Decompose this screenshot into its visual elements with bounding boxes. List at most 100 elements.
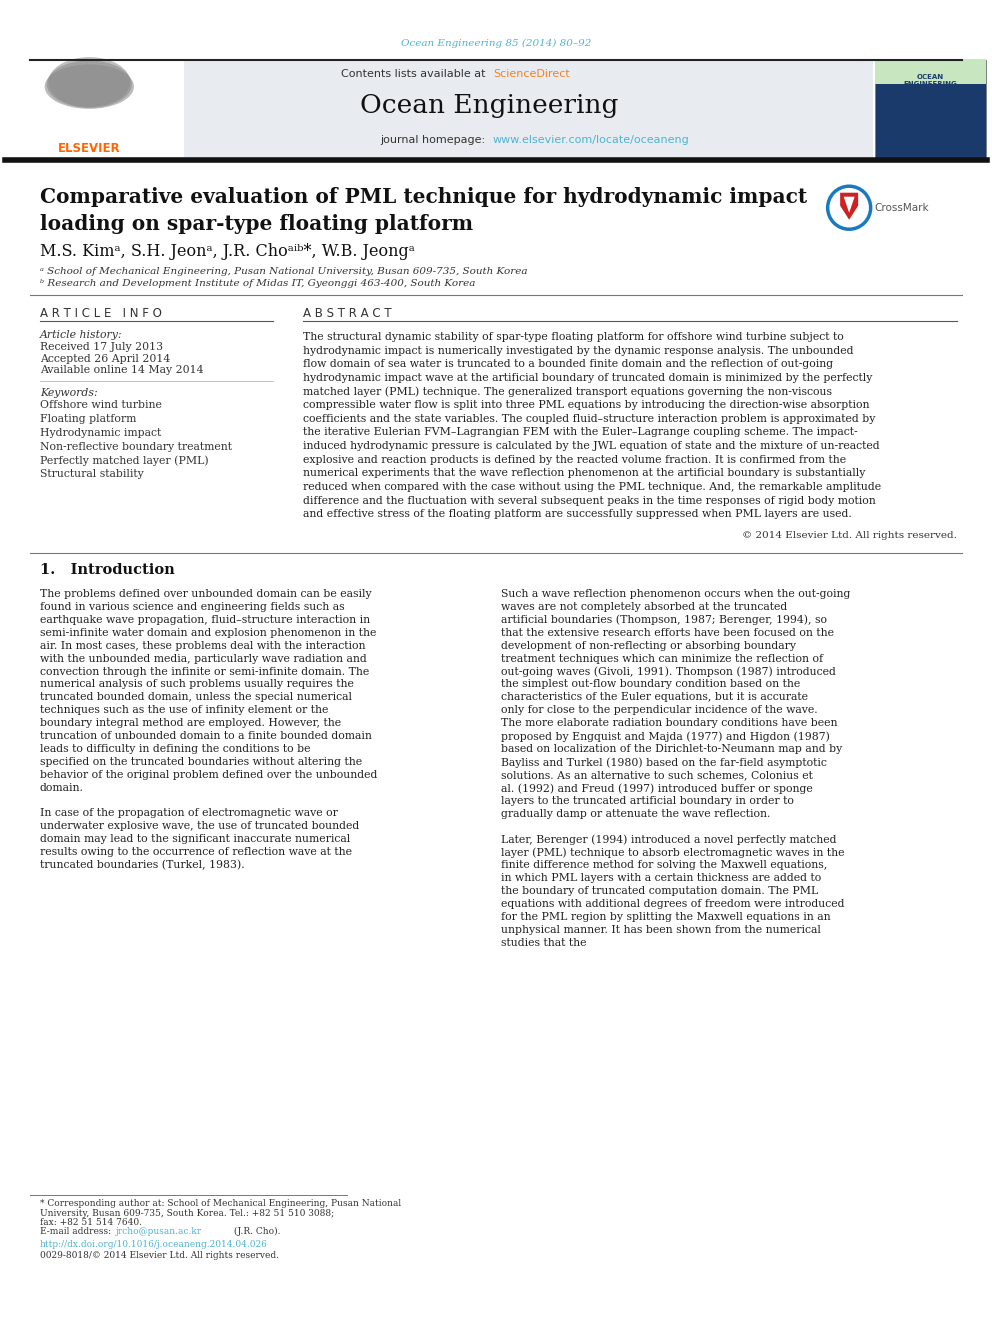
Text: treatment techniques which can minimize the reflection of: treatment techniques which can minimize … (501, 654, 823, 664)
Text: compressible water flow is split into three PML equations by introducing the dir: compressible water flow is split into th… (303, 400, 869, 410)
Text: Received 17 July 2013: Received 17 July 2013 (40, 341, 163, 352)
Text: leads to difficulty in defining the conditions to be: leads to difficulty in defining the cond… (40, 745, 310, 754)
Text: Ocean Engineering: Ocean Engineering (360, 94, 618, 118)
Text: www.elsevier.com/locate/oceaneng: www.elsevier.com/locate/oceaneng (493, 135, 689, 146)
Text: earthquake wave propagation, fluid–structure interaction in: earthquake wave propagation, fluid–struc… (40, 615, 370, 624)
Text: CrossMark: CrossMark (875, 202, 930, 213)
Text: Offshore wind turbine: Offshore wind turbine (40, 400, 162, 410)
Text: only for close to the perpendicular incidence of the wave.: only for close to the perpendicular inci… (501, 705, 817, 716)
Text: * Corresponding author at: School of Mechanical Engineering, Pusan National: * Corresponding author at: School of Mec… (40, 1200, 401, 1208)
Text: characteristics of the Euler equations, but it is accurate: characteristics of the Euler equations, … (501, 692, 807, 703)
Ellipse shape (49, 57, 130, 107)
Text: Available online 14 May 2014: Available online 14 May 2014 (40, 365, 203, 376)
Text: artificial boundaries (Thompson, 1987; Berenger, 1994), so: artificial boundaries (Thompson, 1987; B… (501, 615, 827, 626)
Text: behavior of the original problem defined over the unbounded: behavior of the original problem defined… (40, 770, 377, 781)
Polygon shape (840, 193, 858, 220)
Text: Keywords:: Keywords: (40, 388, 97, 398)
Text: layers to the truncated artificial boundary in order to: layers to the truncated artificial bound… (501, 796, 794, 806)
Text: specified on the truncated boundaries without altering the: specified on the truncated boundaries wi… (40, 757, 362, 767)
Text: results owing to the occurrence of reflection wave at the: results owing to the occurrence of refle… (40, 847, 352, 857)
Ellipse shape (47, 61, 132, 108)
Text: underwater explosive wave, the use of truncated bounded: underwater explosive wave, the use of tr… (40, 822, 359, 831)
Text: ᵃ School of Mechanical Engineering, Pusan National University, Busan 609-735, So: ᵃ School of Mechanical Engineering, Pusa… (40, 267, 527, 275)
Text: The structural dynamic stability of spar-type floating platform for offshore win: The structural dynamic stability of spar… (303, 332, 843, 343)
Text: Floating platform: Floating platform (40, 414, 136, 423)
Text: out-going waves (Givoli, 1991). Thompson (1987) introduced: out-going waves (Givoli, 1991). Thompson… (501, 667, 836, 677)
Text: in which PML layers with a certain thickness are added to: in which PML layers with a certain thick… (501, 873, 821, 882)
Text: boundary integral method are employed. However, the: boundary integral method are employed. H… (40, 718, 341, 729)
Text: semi-infinite water domain and explosion phenomenon in the: semi-infinite water domain and explosion… (40, 627, 376, 638)
Text: 0029-8018/© 2014 Elsevier Ltd. All rights reserved.: 0029-8018/© 2014 Elsevier Ltd. All right… (40, 1252, 279, 1259)
Text: A R T I C L E   I N F O: A R T I C L E I N F O (40, 307, 162, 320)
Text: the iterative Eulerian FVM–Lagrangian FEM with the Euler–Lagrange coupling schem: the iterative Eulerian FVM–Lagrangian FE… (303, 427, 857, 438)
Text: induced hydrodynamic pressure is calculated by the JWL equation of state and the: induced hydrodynamic pressure is calcula… (303, 441, 879, 451)
Text: OCEAN
ENGINEERING: OCEAN ENGINEERING (904, 74, 957, 87)
Text: gradually damp or attenuate the wave reflection.: gradually damp or attenuate the wave ref… (501, 810, 771, 819)
Text: explosive and reaction products is defined by the reacted volume fraction. It is: explosive and reaction products is defin… (303, 455, 846, 464)
Text: the simplest out-flow boundary condition based on the: the simplest out-flow boundary condition… (501, 680, 801, 689)
Text: jrcho@pusan.ac.kr: jrcho@pusan.ac.kr (116, 1228, 202, 1236)
Text: techniques such as the use of infinity element or the: techniques such as the use of infinity e… (40, 705, 328, 716)
Ellipse shape (45, 65, 134, 108)
Text: Contents lists available at: Contents lists available at (341, 69, 489, 79)
Text: truncated bounded domain, unless the special numerical: truncated bounded domain, unless the spe… (40, 692, 352, 703)
Text: (J.R. Cho).: (J.R. Cho). (231, 1228, 281, 1236)
Text: numerical experiments that the wave reflection phenomenon at the artificial boun: numerical experiments that the wave refl… (303, 468, 865, 479)
Text: Bayliss and Turkel (1980) based on the far-field asymptotic: Bayliss and Turkel (1980) based on the f… (501, 757, 827, 767)
Text: M.S. Kimᵃ, S.H. Jeonᵃ, J.R. Choᵃⁱᵇ*, W.B. Jeongᵃ: M.S. Kimᵃ, S.H. Jeonᵃ, J.R. Choᵃⁱᵇ*, W.B… (40, 243, 415, 259)
Text: reduced when compared with the case without using the PML technique. And, the re: reduced when compared with the case with… (303, 482, 881, 492)
Text: with the unbounded media, particularly wave radiation and: with the unbounded media, particularly w… (40, 654, 366, 664)
Text: © 2014 Elsevier Ltd. All rights reserved.: © 2014 Elsevier Ltd. All rights reserved… (742, 532, 957, 540)
Text: based on localization of the Dirichlet-to-Neumann map and by: based on localization of the Dirichlet-t… (501, 745, 842, 754)
Text: waves are not completely absorbed at the truncated: waves are not completely absorbed at the… (501, 602, 788, 611)
Text: loading on spar-type floating platform: loading on spar-type floating platform (40, 213, 473, 234)
Text: 1.   Introduction: 1. Introduction (40, 564, 175, 577)
Text: numerical analysis of such problems usually requires the: numerical analysis of such problems usua… (40, 680, 353, 689)
Text: the boundary of truncated computation domain. The PML: the boundary of truncated computation do… (501, 886, 818, 896)
Text: found in various science and engineering fields such as: found in various science and engineering… (40, 602, 344, 611)
FancyBboxPatch shape (875, 60, 986, 83)
Text: that the extensive research efforts have been focused on the: that the extensive research efforts have… (501, 627, 834, 638)
Text: difference and the fluctuation with several subsequent peaks in the time respons: difference and the fluctuation with seve… (303, 496, 875, 505)
Text: Such a wave reflection phenomenon occurs when the out-going: Such a wave reflection phenomenon occurs… (501, 589, 850, 599)
Text: journal homepage:: journal homepage: (380, 135, 489, 146)
Text: convection through the infinite or semi-infinite domain. The: convection through the infinite or semi-… (40, 667, 369, 676)
Text: flow domain of sea water is truncated to a bounded finite domain and the reflect: flow domain of sea water is truncated to… (303, 360, 832, 369)
Text: studies that the: studies that the (501, 938, 586, 947)
Text: for the PML region by splitting the Maxwell equations in an: for the PML region by splitting the Maxw… (501, 912, 830, 922)
Text: hydrodynamic impact wave at the artificial boundary of truncated domain is minim: hydrodynamic impact wave at the artifici… (303, 373, 872, 382)
Text: Accepted 26 April 2014: Accepted 26 April 2014 (40, 353, 170, 364)
Text: Later, Berenger (1994) introduced a novel perfectly matched: Later, Berenger (1994) introduced a nove… (501, 833, 836, 844)
Text: Structural stability: Structural stability (40, 470, 144, 479)
Text: proposed by Engquist and Majda (1977) and Higdon (1987): proposed by Engquist and Majda (1977) an… (501, 732, 830, 742)
FancyBboxPatch shape (184, 60, 873, 159)
Text: matched layer (PML) technique. The generalized transport equations governing the: matched layer (PML) technique. The gener… (303, 386, 831, 397)
Text: ScienceDirect: ScienceDirect (493, 69, 569, 79)
Polygon shape (843, 197, 855, 213)
Text: unphysical manner. It has been shown from the numerical: unphysical manner. It has been shown fro… (501, 925, 820, 935)
Text: truncation of unbounded domain to a finite bounded domain: truncation of unbounded domain to a fini… (40, 732, 372, 741)
Text: truncated boundaries (Turkel, 1983).: truncated boundaries (Turkel, 1983). (40, 860, 244, 871)
Text: Comparative evaluation of PML technique for hydrodynamic impact: Comparative evaluation of PML technique … (40, 187, 806, 208)
Text: ᵇ Research and Development Institute of Midas IT, Gyeonggi 463-400, South Korea: ᵇ Research and Development Institute of … (40, 279, 475, 287)
Text: al. (1992) and Freud (1997) introduced buffer or sponge: al. (1992) and Freud (1997) introduced b… (501, 783, 812, 794)
FancyBboxPatch shape (5, 60, 182, 159)
Text: Perfectly matched layer (PML): Perfectly matched layer (PML) (40, 455, 208, 466)
FancyBboxPatch shape (875, 61, 986, 157)
Text: The more elaborate radiation boundary conditions have been: The more elaborate radiation boundary co… (501, 718, 837, 729)
Text: Non-reflective boundary treatment: Non-reflective boundary treatment (40, 442, 232, 451)
Text: development of non-reflecting or absorbing boundary: development of non-reflecting or absorbi… (501, 640, 796, 651)
Text: domain.: domain. (40, 783, 83, 794)
Text: ELSEVIER: ELSEVIER (58, 142, 121, 155)
Text: solutions. As an alternative to such schemes, Colonius et: solutions. As an alternative to such sch… (501, 770, 812, 781)
Text: In case of the propagation of electromagnetic wave or: In case of the propagation of electromag… (40, 808, 337, 818)
Text: E-mail address:: E-mail address: (40, 1228, 114, 1236)
Text: equations with additional degrees of freedom were introduced: equations with additional degrees of fre… (501, 898, 844, 909)
Text: finite difference method for solving the Maxwell equations,: finite difference method for solving the… (501, 860, 827, 871)
Text: University, Busan 609-735, South Korea. Tel.: +82 51 510 3088;: University, Busan 609-735, South Korea. … (40, 1209, 333, 1217)
Text: http://dx.doi.org/10.1016/j.oceaneng.2014.04.026: http://dx.doi.org/10.1016/j.oceaneng.201… (40, 1241, 268, 1249)
Text: Article history:: Article history: (40, 329, 122, 340)
Text: fax: +82 51 514 7640.: fax: +82 51 514 7640. (40, 1218, 142, 1226)
Text: Hydrodynamic impact: Hydrodynamic impact (40, 427, 161, 438)
Text: air. In most cases, these problems deal with the interaction: air. In most cases, these problems deal … (40, 640, 365, 651)
